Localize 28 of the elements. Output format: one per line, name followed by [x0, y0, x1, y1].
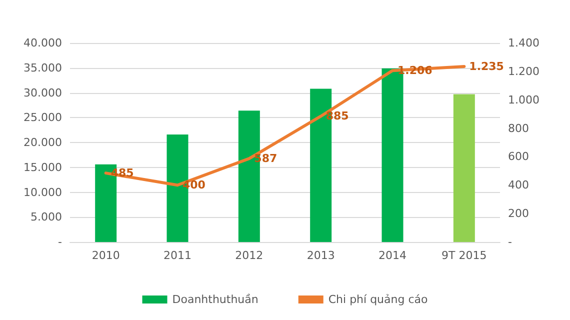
- y-tick-label: -: [58, 236, 62, 248]
- y-tick-label: 25.000: [24, 111, 62, 124]
- legend-label: Doanhthuthuần: [172, 293, 258, 306]
- x-tick-label: 2012: [235, 249, 264, 262]
- y2-tick-label: 800: [508, 122, 529, 135]
- y2-tick-label: 1.000: [508, 93, 540, 106]
- y2-tick-label: 1.400: [508, 36, 540, 50]
- y-tick-label: 30.000: [24, 86, 62, 100]
- x-tick-label: 9T 2015: [442, 249, 487, 262]
- x-tick-label: 2011: [164, 249, 192, 262]
- line-series: [104, 64, 466, 187]
- y-tick-label: 10.000: [24, 186, 62, 199]
- legend-label: Chi phí quảng cáo: [328, 293, 428, 306]
- y2-tick-label: 400: [508, 178, 529, 192]
- x-tick-label: 2010: [92, 249, 120, 262]
- x-tick-label: 2013: [306, 249, 335, 262]
- y-tick-label: 5.000: [30, 210, 62, 224]
- y-tick-label: 20.000: [24, 136, 62, 149]
- y-tick-label: 40.000: [24, 36, 62, 50]
- y2-tick-label: 1.200: [508, 64, 540, 78]
- data-label: 1.235: [469, 60, 504, 73]
- y-tick-label: 15.000: [24, 160, 62, 174]
- x-tick-label: 2014: [378, 249, 406, 262]
- y2-tick-label: 600: [508, 150, 529, 164]
- y2-tick-label: -: [508, 236, 512, 248]
- y2-tick-label: 200: [508, 207, 529, 220]
- bar: [453, 94, 475, 242]
- y-tick-label: 35.000: [24, 61, 62, 74]
